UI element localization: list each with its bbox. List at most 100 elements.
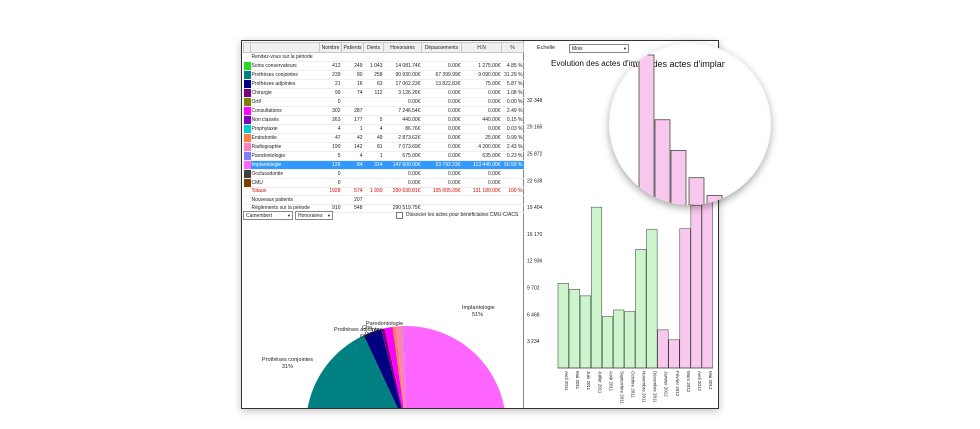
table-cell: 16 <box>341 79 364 89</box>
table-cell <box>319 195 342 205</box>
pie-label: Implantologie <box>462 305 495 311</box>
pie-label: Parodontologie <box>366 321 403 327</box>
chart-type-select[interactable]: Camembert ▼ <box>243 211 293 220</box>
y-tick-label: 12 936 <box>527 259 543 265</box>
table-row[interactable]: Soins conservateurs 412 249 1 043 14 081.74€… <box>243 61 524 71</box>
bar[interactable] <box>690 205 702 369</box>
table-row[interactable]: Radiographie 190 142 81 7 073.69€ 0.00€ 4 200.… <box>243 142 524 152</box>
category-color-swatch <box>243 106 251 116</box>
table-row[interactable]: Endodontie 47 42 49 2 873.62€ 0.00€ 25.00€ 0.99… <box>243 133 524 143</box>
table-cell: 50.59 % <box>501 160 524 170</box>
table-cell: 81 <box>363 142 384 152</box>
bar[interactable] <box>657 329 669 369</box>
table-cell: 74 <box>341 88 364 98</box>
x-tick-label: Mai 2011 <box>575 371 580 390</box>
column-header-pct[interactable]: % <box>501 42 524 53</box>
column-header-hn[interactable]: H.N <box>461 42 502 53</box>
bar[interactable] <box>701 194 713 369</box>
table-cell <box>501 195 524 205</box>
table-row[interactable]: CMU 0 0.00€ 0.00€ 0.00€ <box>243 178 524 188</box>
table-cell: 105 005.09€ <box>421 187 462 196</box>
magnifier-lens: Evolution des actes d'implar <box>609 43 771 205</box>
table-cell <box>319 52 342 62</box>
category-color-swatch <box>243 79 251 89</box>
table-cell: 112 <box>363 88 384 98</box>
row-label: Chirurgie <box>250 88 320 98</box>
row-label: Implantologie <box>250 160 320 170</box>
scale-select[interactable]: Mois ▼ <box>569 44 629 53</box>
table-cell: 0.00€ <box>421 61 462 71</box>
table-row[interactable]: Ortif 0 0.00€ 0.00€ 0.00€ 0.00 % <box>243 97 524 107</box>
row-label: Consultations <box>250 106 320 116</box>
table-header: Nombre Patients Dents Honoraires Dépasse… <box>243 42 524 53</box>
x-tick-label: Mars 2012 <box>686 371 691 393</box>
bar[interactable] <box>557 283 569 369</box>
magnified-bar <box>688 177 705 205</box>
table-row[interactable]: Non classés 263 177 5 440.00€ 0.00€ 440.00€ 0.1… <box>243 115 524 125</box>
bar[interactable] <box>624 311 636 369</box>
pie-slice <box>404 326 505 408</box>
stats-panel: Nombre Patients Dents Honoraires Dépasse… <box>242 41 524 408</box>
table-row[interactable]: Prophylaxie 4 1 4 86.76€ 0.00€ 0.00€ 0.03 % <box>243 124 524 134</box>
table-row[interactable]: Consultations 302 287 7 246.54€ 0.00€ 0.00€ 2.… <box>243 106 524 116</box>
bar[interactable] <box>579 295 591 369</box>
chart-type-value: Camembert <box>246 213 273 219</box>
column-header[interactable] <box>250 42 320 53</box>
table-cell: 2.43 % <box>501 142 524 152</box>
table-cell: 440.00€ <box>383 115 422 125</box>
table-cell <box>363 106 384 116</box>
magnified-bars: Evolution des actes d'implar <box>613 54 725 205</box>
bar[interactable] <box>590 206 603 369</box>
table-cell: 0.00€ <box>421 133 462 143</box>
category-color-swatch <box>243 142 251 152</box>
y-tick-label: 22 638 <box>527 178 543 184</box>
table-row[interactable]: Prothèses adjointes 21 16 63 17 062.23€ 13 82… <box>243 79 524 89</box>
pie-slice <box>403 326 406 408</box>
table-row-totals[interactable]: Totaux 1928 574 1 930 290 630.81€ 105 005.09€… <box>243 187 524 196</box>
table-row[interactable]: Parodontologie 5 4 1 675.00€ 0.00€ 635.00€ 0.23… <box>243 151 524 161</box>
table-cell <box>501 169 524 179</box>
table-row[interactable]: Occlusodontie 0 0.00€ 0.00€ 0.00€ <box>243 169 524 179</box>
x-tick-label: Juin 2011 <box>586 371 591 391</box>
x-tick-label: Août 2011 <box>608 371 613 392</box>
table-cell: 0.00€ <box>383 178 422 188</box>
bar[interactable] <box>635 249 647 369</box>
column-header-patients[interactable]: Patients <box>341 42 364 53</box>
column-header-honoraires[interactable]: Honoraires <box>383 42 422 53</box>
table-cell: 177 <box>341 115 364 125</box>
table-cell: 0.99 % <box>501 133 524 143</box>
table-cell: 4 <box>319 124 342 134</box>
bar[interactable] <box>679 228 691 369</box>
x-tick-label: Mai 2012 <box>708 371 713 390</box>
table-cell: 67 399.99€ <box>421 70 462 80</box>
magnified-bar <box>706 195 723 205</box>
table-row[interactable]: Prothèses conjointes 239 80 258 90 930.00€ 67… <box>243 70 524 80</box>
table-cell: 0.03 % <box>501 124 524 134</box>
table-cell: 90 930.00€ <box>383 70 422 80</box>
table-cell: 147 600.00€ <box>383 160 422 170</box>
metric-select[interactable]: Honoraires ▼ <box>295 211 333 220</box>
dissociate-cmu-checkbox[interactable] <box>396 212 403 219</box>
table-row-header[interactable]: Rendez-vous sur la période <box>243 52 524 62</box>
table-cell: 75.00€ <box>461 79 502 89</box>
table-cell: 290 630.81€ <box>383 187 422 196</box>
pie-label-pct: 1% <box>364 332 372 338</box>
bar[interactable] <box>668 339 680 369</box>
bar[interactable] <box>613 309 625 369</box>
table-row[interactable]: Implantologie 126 84 314 147 600.00€ 23 792.2… <box>243 160 524 170</box>
bar[interactable] <box>602 316 614 369</box>
column-header-nombre[interactable]: Nombre <box>319 42 342 53</box>
table-row-new-patients[interactable]: Nouveaux patients 207 <box>243 195 524 205</box>
table-cell <box>421 204 462 213</box>
pie-slice <box>381 328 403 408</box>
column-header[interactable] <box>243 42 251 53</box>
table-row[interactable]: Chirurgie 99 74 112 3 126.26€ 0.00€ 0.00€ 1.08 … <box>243 88 524 98</box>
table-cell <box>363 52 384 62</box>
bar[interactable] <box>646 229 658 369</box>
category-color-swatch <box>243 115 251 125</box>
table-cell: 1.08 % <box>501 88 524 98</box>
bar[interactable] <box>568 288 580 369</box>
column-header-dents[interactable]: Dents <box>363 42 384 53</box>
table-cell: 5.87 % <box>501 79 524 89</box>
column-header-depassements[interactable]: Dépassements <box>421 42 462 53</box>
